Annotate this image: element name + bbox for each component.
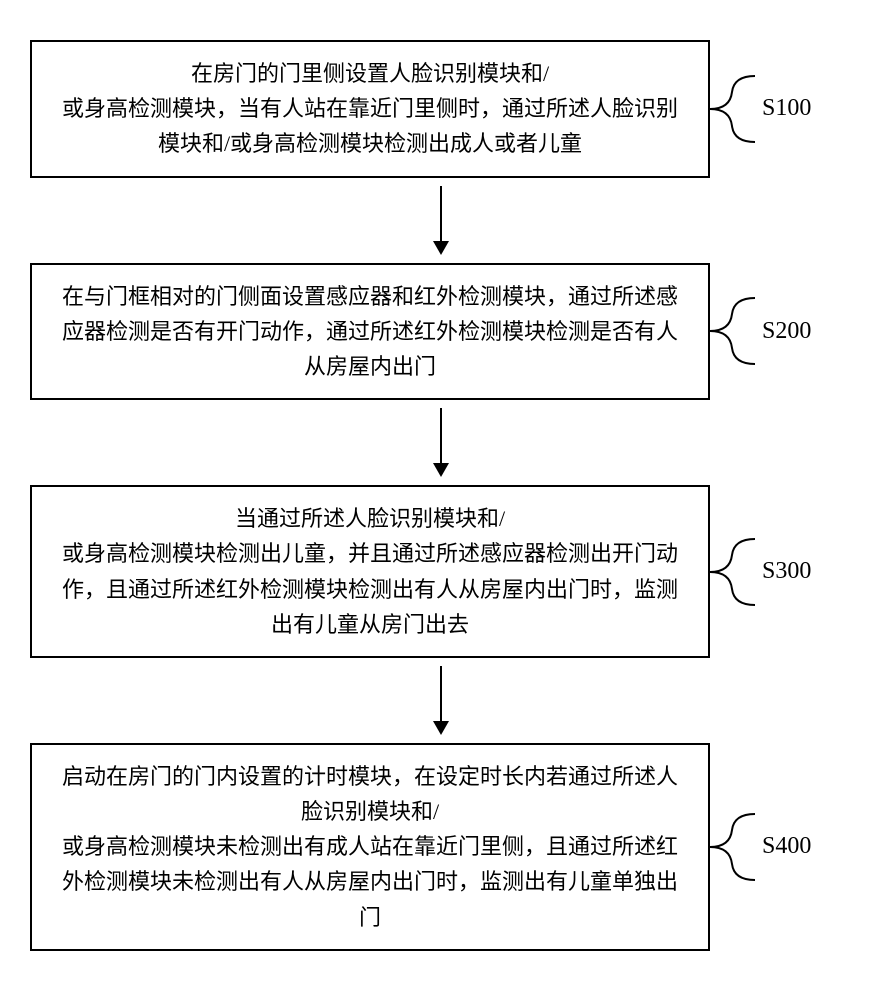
step-box-3: 当通过所述人脸识别模块和/或身高检测模块检测出儿童，并且通过所述感应器检测出开门… <box>30 485 710 658</box>
step-box-4: 启动在房门的门内设置的计时模块，在设定时长内若通过所述人脸识别模块和/或身高检测… <box>30 743 710 951</box>
step-text-3: 当通过所述人脸识别模块和/或身高检测模块检测出儿童，并且通过所述感应器检测出开门… <box>62 506 678 637</box>
step-label-4: S400 <box>762 833 811 860</box>
arrow-line-icon <box>440 408 442 463</box>
arrow-1 <box>101 186 781 255</box>
step-row-3: 当通过所述人脸识别模块和/或身高检测模块检测出儿童，并且通过所述感应器检测出开门… <box>30 485 852 658</box>
step-label-2: S200 <box>762 318 811 345</box>
step-row-4: 启动在房门的门内设置的计时模块，在设定时长内若通过所述人脸识别模块和/或身高检测… <box>30 743 852 951</box>
curve-icon <box>710 537 760 607</box>
step-label-3: S300 <box>762 558 811 585</box>
step-box-1: 在房门的门里侧设置人脸识别模块和/或身高检测模块，当有人站在靠近门里侧时，通过所… <box>30 40 710 178</box>
step-row-2: 在与门框相对的门侧面设置感应器和红外检测模块，通过所述感应器检测是否有开门动作，… <box>30 263 852 401</box>
step-text-2: 在与门框相对的门侧面设置感应器和红外检测模块，通过所述感应器检测是否有开门动作，… <box>62 284 678 379</box>
step-label-1: S100 <box>762 95 811 122</box>
arrow-head-icon <box>433 241 449 255</box>
label-connector-1: S100 <box>710 74 811 144</box>
curve-icon <box>710 74 760 144</box>
curve-icon <box>710 296 760 366</box>
arrow-line-icon <box>440 666 442 721</box>
curve-icon <box>710 812 760 882</box>
arrow-line-icon <box>440 186 442 241</box>
flowchart-container: 在房门的门里侧设置人脸识别模块和/或身高检测模块，当有人站在靠近门里侧时，通过所… <box>30 40 852 951</box>
step-row-1: 在房门的门里侧设置人脸识别模块和/或身高检测模块，当有人站在靠近门里侧时，通过所… <box>30 40 852 178</box>
step-text-1: 在房门的门里侧设置人脸识别模块和/或身高检测模块，当有人站在靠近门里侧时，通过所… <box>62 61 678 156</box>
step-box-2: 在与门框相对的门侧面设置感应器和红外检测模块，通过所述感应器检测是否有开门动作，… <box>30 263 710 401</box>
label-connector-3: S300 <box>710 537 811 607</box>
arrow-head-icon <box>433 463 449 477</box>
label-connector-4: S400 <box>710 812 811 882</box>
step-text-4: 启动在房门的门内设置的计时模块，在设定时长内若通过所述人脸识别模块和/或身高检测… <box>62 764 678 930</box>
arrow-head-icon <box>433 721 449 735</box>
arrow-2 <box>101 408 781 477</box>
arrow-3 <box>101 666 781 735</box>
label-connector-2: S200 <box>710 296 811 366</box>
